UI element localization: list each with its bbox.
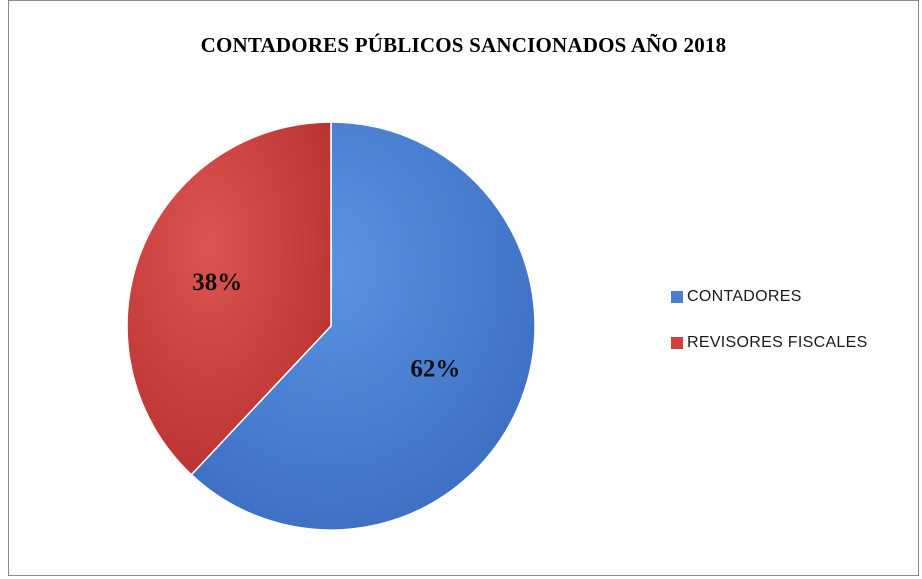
legend-swatch-revisores-fiscales: [671, 337, 683, 349]
data-label-revisores-fiscales: 38%: [192, 269, 242, 296]
legend-label-revisores-fiscales: REVISORES FISCALES: [687, 334, 868, 351]
legend-swatch-contadores: [671, 291, 683, 303]
legend-label-contadores: CONTADORES: [687, 288, 802, 305]
chart-title: CONTADORES PÚBLICOS SANCIONADOS AÑO 2018: [200, 33, 727, 57]
pie-slice-revisores-fiscales: [126, 121, 332, 476]
pie-chart: 62% 38%: [126, 121, 536, 531]
legend-item-revisores-fiscales: REVISORES FISCALES: [671, 333, 868, 353]
chart-frame: CONTADORES PÚBLICOS SANCIONADOS AÑO 2018…: [8, 0, 919, 576]
legend-item-contadores: CONTADORES: [671, 287, 868, 307]
data-label-contadores: 62%: [410, 355, 460, 382]
legend: CONTADORES REVISORES FISCALES: [671, 287, 868, 379]
pie-slice-contadores: [190, 121, 536, 531]
